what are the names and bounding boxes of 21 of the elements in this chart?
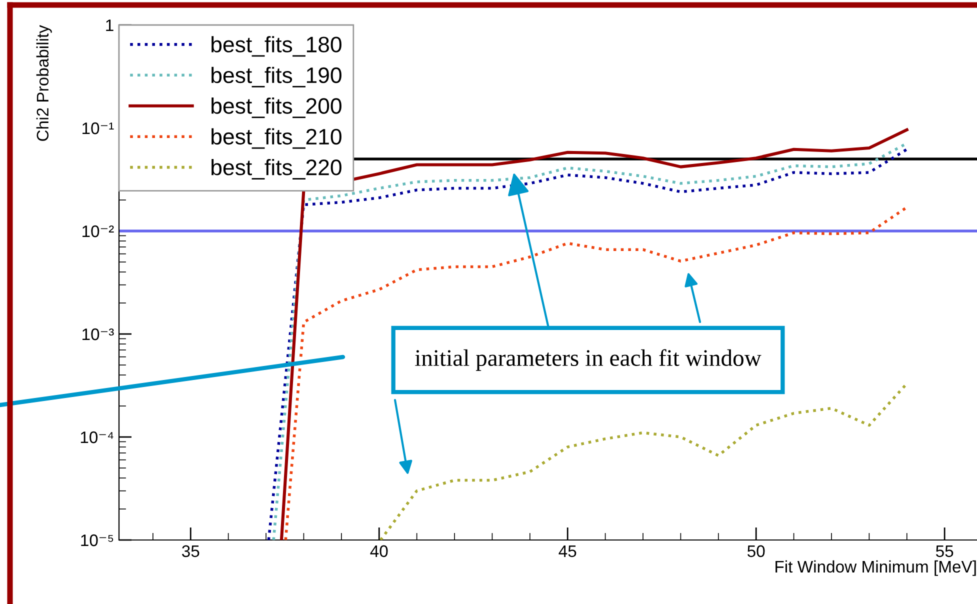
legend-label: best_fits_220: [212, 158, 342, 180]
y-axis-title: Chi2 Probability: [36, 25, 52, 141]
x-tick-label: 50: [747, 545, 765, 558]
x-axis-title: Fit Window Minimum [MeV]: [776, 560, 976, 576]
x-tick-label: 45: [558, 545, 576, 558]
y-tick-label: 10⁻¹: [82, 122, 114, 134]
y-tick-label: 10⁻⁵: [81, 534, 114, 546]
x-tick-label: 55: [936, 545, 954, 558]
annotation: initial parameters in each fit window: [415, 349, 762, 371]
legend-label: best_fits_190: [212, 66, 342, 88]
x-tick-label: 40: [370, 545, 388, 558]
legend-label: best_fits_180: [212, 36, 342, 57]
y-tick-label: 10⁻²: [82, 225, 114, 238]
legend-label: best_fits_200: [212, 98, 342, 118]
line-series: [284, 206, 908, 540]
y-tick-label: 1: [106, 20, 114, 32]
y-tick-label: 10⁻³: [82, 328, 114, 340]
x-tick-label: 35: [182, 545, 200, 558]
line-series: [379, 382, 908, 540]
legend-label: best_fits_210: [212, 128, 342, 149]
y-tick-label: 10⁻⁴: [80, 431, 114, 444]
